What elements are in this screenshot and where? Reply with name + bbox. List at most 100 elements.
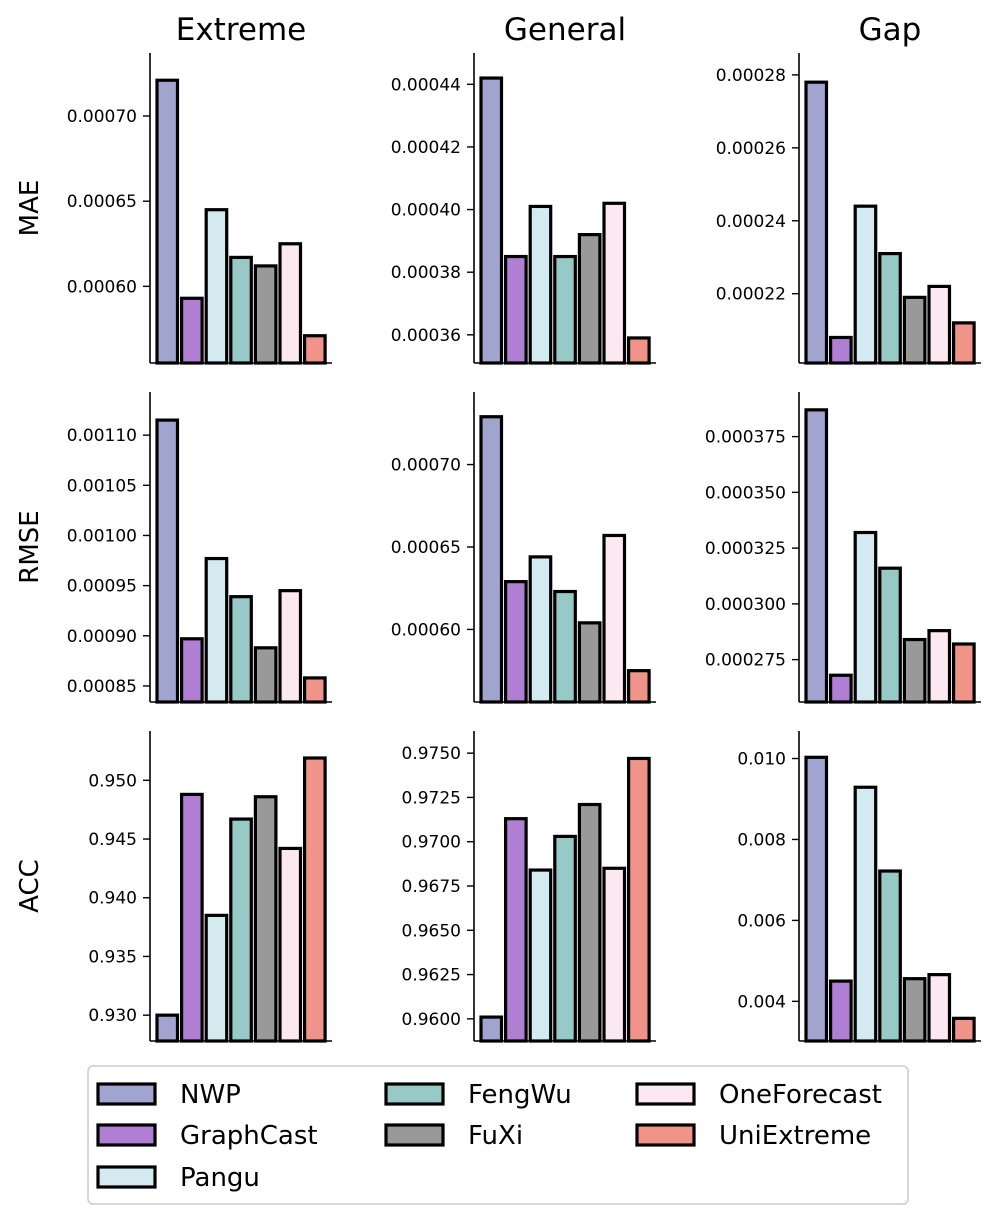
bar-acc-gap-fengwu bbox=[878, 869, 902, 1043]
bar-acc-gap-uniextreme bbox=[951, 1016, 976, 1043]
y-tick-label-mae-extreme: 0.00070 bbox=[67, 107, 137, 127]
y-tick-label-rmse-extreme: 0.00090 bbox=[67, 627, 137, 647]
bar-mae-extreme-fuxi bbox=[253, 264, 278, 365]
legend-label-uniextreme: UniExtreme bbox=[719, 1121, 871, 1151]
bar-rmse-gap-fuxi bbox=[902, 637, 927, 704]
bar-acc-gap-oneforecast bbox=[927, 973, 952, 1043]
y-tick-label-mae-general: 0.00044 bbox=[391, 75, 461, 95]
y-tick-label-rmse-gap: 0.000300 bbox=[705, 595, 786, 615]
bar-rmse-extreme-fengwu bbox=[229, 595, 253, 704]
bar-rmse-gap-graphcast bbox=[828, 673, 853, 704]
legend-swatch-uniextreme bbox=[635, 1123, 696, 1147]
bar-acc-gap-pangu bbox=[853, 785, 878, 1043]
legend-swatch-nwp bbox=[96, 1082, 157, 1106]
bar-acc-gap-fuxi bbox=[902, 977, 927, 1043]
column-title-general: General bbox=[504, 12, 626, 48]
bar-mae-extreme-nwp bbox=[155, 78, 180, 365]
y-tick-label-rmse-extreme: 0.00095 bbox=[67, 577, 137, 597]
bar-rmse-gap-oneforecast bbox=[927, 629, 952, 704]
bar-mae-gap-uniextreme bbox=[951, 321, 976, 365]
bar-mae-gap-fengwu bbox=[878, 251, 902, 365]
bar-mae-gap-oneforecast bbox=[927, 284, 952, 365]
y-tick-label-mae-general: 0.00038 bbox=[391, 263, 461, 283]
y-tick-label-acc-general: 0.9675 bbox=[402, 877, 461, 897]
bar-rmse-extreme-uniextreme bbox=[303, 676, 327, 704]
bar-rmse-extreme-pangu bbox=[204, 556, 229, 704]
bar-rmse-gap-pangu bbox=[853, 530, 878, 704]
y-tick-label-rmse-general: 0.00070 bbox=[391, 456, 461, 476]
legend-swatch-fengwu bbox=[384, 1082, 445, 1106]
bar-acc-extreme-uniextreme bbox=[303, 756, 327, 1043]
y-tick-label-acc-extreme: 0.930 bbox=[88, 1006, 137, 1026]
y-tick-label-mae-extreme: 0.00065 bbox=[67, 192, 137, 212]
bar-mae-gap-graphcast bbox=[828, 335, 853, 365]
bar-rmse-gap-fengwu bbox=[878, 566, 902, 704]
column-title-extreme: Extreme bbox=[176, 12, 307, 48]
y-tick-label-mae-gap: 0.00028 bbox=[716, 66, 786, 86]
bar-rmse-extreme-graphcast bbox=[180, 637, 204, 704]
bar-mae-gap-pangu bbox=[853, 204, 878, 365]
bar-rmse-general-nwp bbox=[479, 415, 504, 704]
bar-acc-general-graphcast bbox=[504, 817, 528, 1043]
bar-mae-general-nwp bbox=[479, 76, 504, 365]
legend-label-nwp: NWP bbox=[180, 1080, 241, 1110]
bar-rmse-gap-uniextreme bbox=[951, 642, 976, 704]
y-tick-label-rmse-general: 0.00065 bbox=[391, 538, 461, 558]
y-tick-label-rmse-gap: 0.000375 bbox=[705, 428, 786, 448]
y-tick-label-mae-gap: 0.00022 bbox=[716, 285, 786, 305]
column-title-gap: Gap bbox=[859, 12, 922, 48]
bar-acc-general-oneforecast bbox=[602, 866, 627, 1043]
y-tick-label-mae-gap: 0.00026 bbox=[716, 139, 786, 159]
bar-rmse-general-pangu bbox=[528, 555, 553, 704]
bar-rmse-general-oneforecast bbox=[602, 533, 627, 704]
bar-acc-extreme-graphcast bbox=[180, 792, 204, 1043]
y-tick-label-acc-extreme: 0.945 bbox=[88, 830, 137, 850]
y-tick-label-rmse-extreme: 0.00085 bbox=[67, 677, 137, 697]
y-tick-label-rmse-general: 0.00060 bbox=[391, 620, 461, 640]
y-tick-label-acc-gap: 0.006 bbox=[737, 911, 786, 931]
bar-rmse-general-fengwu bbox=[553, 589, 577, 704]
bar-mae-general-oneforecast bbox=[602, 201, 627, 365]
y-tick-label-acc-general: 0.9725 bbox=[402, 788, 461, 808]
y-tick-label-acc-general: 0.9750 bbox=[402, 744, 461, 764]
bar-mae-gap-nwp bbox=[804, 80, 829, 365]
bar-rmse-general-fuxi bbox=[577, 621, 602, 704]
legend-swatch-oneforecast bbox=[635, 1082, 696, 1106]
legend-label-fuxi: FuXi bbox=[468, 1121, 523, 1151]
y-tick-label-rmse-extreme: 0.00110 bbox=[67, 426, 137, 446]
bar-mae-extreme-uniextreme bbox=[303, 334, 327, 365]
y-tick-label-mae-extreme: 0.00060 bbox=[67, 277, 137, 297]
legend-label-fengwu: FengWu bbox=[468, 1080, 572, 1110]
bar-mae-general-graphcast bbox=[504, 254, 528, 365]
bar-mae-extreme-fengwu bbox=[229, 255, 253, 365]
y-tick-label-acc-extreme: 0.950 bbox=[88, 771, 137, 791]
legend-swatch-graphcast bbox=[96, 1123, 157, 1147]
y-tick-label-rmse-gap: 0.000350 bbox=[705, 483, 786, 503]
bar-acc-general-fengwu bbox=[553, 834, 577, 1043]
legend-box bbox=[87, 1065, 909, 1205]
bar-acc-general-nwp bbox=[479, 1015, 504, 1043]
legend-label-pangu: Pangu bbox=[180, 1163, 260, 1193]
row-label-mae: MAE bbox=[15, 180, 45, 237]
y-tick-label-acc-gap: 0.004 bbox=[737, 992, 786, 1012]
bar-acc-extreme-pangu bbox=[204, 913, 229, 1043]
bar-acc-extreme-fuxi bbox=[253, 795, 278, 1043]
y-tick-label-rmse-gap: 0.000325 bbox=[705, 539, 786, 559]
bar-mae-general-uniextreme bbox=[626, 336, 651, 365]
bar-mae-extreme-pangu bbox=[204, 208, 229, 365]
y-tick-label-mae-general: 0.00040 bbox=[391, 201, 461, 221]
bar-rmse-extreme-fuxi bbox=[253, 646, 278, 704]
bar-mae-general-pangu bbox=[528, 204, 553, 365]
legend-swatch-pangu bbox=[96, 1165, 157, 1189]
row-label-rmse: RMSE bbox=[15, 510, 45, 583]
y-tick-label-acc-extreme: 0.935 bbox=[88, 947, 137, 967]
bar-acc-gap-nwp bbox=[804, 755, 829, 1043]
bar-acc-gap-graphcast bbox=[828, 979, 853, 1043]
legend-label-graphcast: GraphCast bbox=[180, 1121, 318, 1151]
y-tick-label-acc-general: 0.9650 bbox=[402, 921, 461, 941]
y-tick-label-mae-general: 0.00042 bbox=[391, 138, 461, 158]
y-tick-label-acc-general: 0.9700 bbox=[402, 833, 461, 853]
y-tick-label-mae-general: 0.00036 bbox=[391, 326, 461, 346]
